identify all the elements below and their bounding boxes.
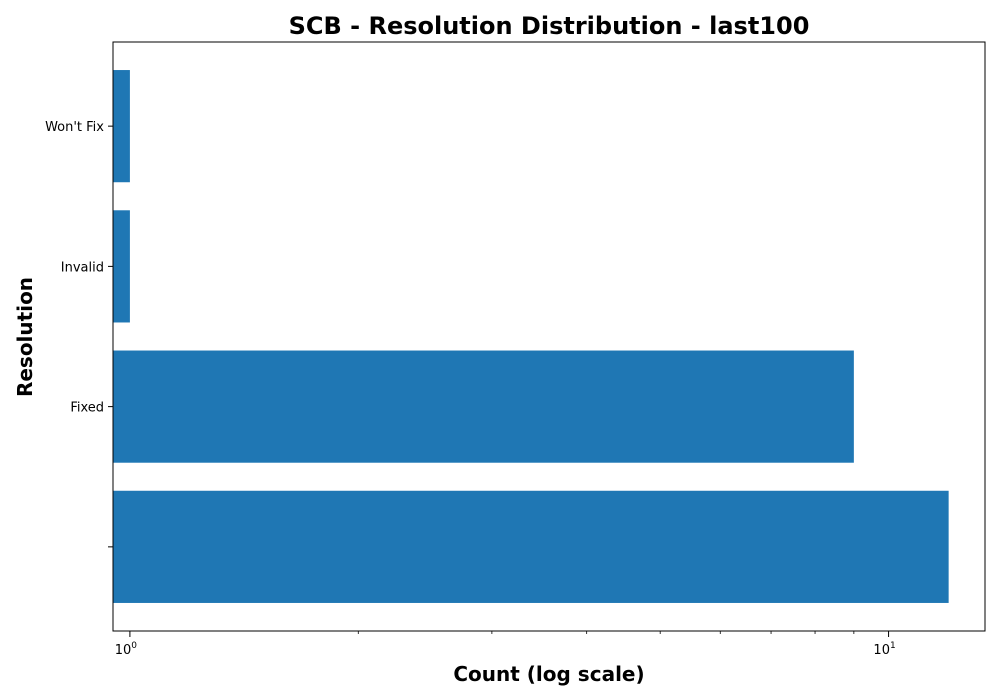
bar-invalid-2 [113, 210, 130, 323]
bar-won-t-fix-3 [113, 70, 130, 183]
x-axis-ticks: 100 101 [115, 631, 896, 658]
y-tick-label-1: Fixed [70, 401, 104, 416]
y-axis-ticks: Fixed Invalid Won't Fix [45, 120, 113, 548]
y-tick-label-3: Won't Fix [45, 120, 104, 135]
y-tick-label-2: Invalid [61, 260, 104, 275]
bar-fixed-1 [113, 350, 854, 463]
plot-area-frame [112, 41, 986, 632]
chart-title: SCB - Resolution Distribution - last100 [289, 12, 810, 40]
x-tick-label-1: 101 [873, 641, 895, 658]
bars-group [113, 70, 949, 603]
y-axis-label: Resolution [13, 277, 37, 397]
bar-unlabeled-0 [113, 490, 949, 603]
x-tick-label-0: 100 [115, 641, 138, 658]
x-axis-label: Count (log scale) [453, 662, 644, 686]
